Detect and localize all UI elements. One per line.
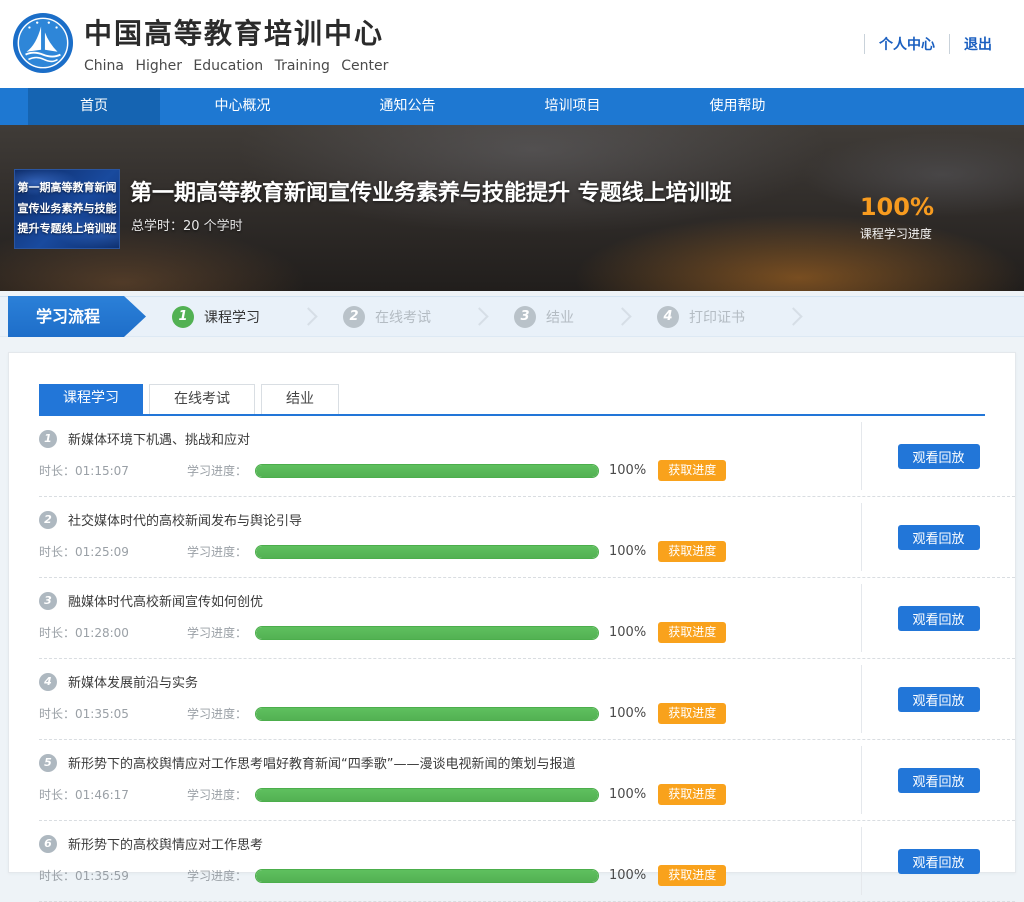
course-number-badge: 2 xyxy=(39,510,57,529)
get-progress-button[interactable]: 获取进度 xyxy=(658,541,727,562)
course-item-title: 新形势下的高校舆情应对工作思考 xyxy=(68,838,264,853)
step-number-badge: 3 xyxy=(514,305,536,328)
course-number-badge: 5 xyxy=(39,753,57,772)
course-tabs: 课程学习 在线考试 结业 xyxy=(39,384,985,416)
step-number-badge: 2 xyxy=(343,305,365,328)
overall-progress: 100% 课程学习进度 xyxy=(860,193,934,242)
course-item-title: 社交媒体时代的高校新闻发布与舆论引导 xyxy=(68,514,303,529)
course-list: 1 新媒体环境下机遇、挑战和应对 时长：01:15:07 学习进度： 100% … xyxy=(39,416,1015,902)
course-number-badge: 4 xyxy=(39,672,57,691)
site-title: 中国高等教育培训中心 xyxy=(84,17,385,50)
get-progress-button[interactable]: 获取进度 xyxy=(658,622,727,643)
total-hours: 总学时：20 个学时 xyxy=(131,219,243,234)
profile-link[interactable]: 个人中心 xyxy=(864,34,949,54)
overall-progress-label: 课程学习进度 xyxy=(859,227,932,241)
chevron-right-icon xyxy=(784,307,803,326)
course-number-badge: 6 xyxy=(39,834,57,853)
chevron-right-icon xyxy=(613,307,632,326)
flow-step-online-exam: 2 在线考试 xyxy=(343,305,431,328)
progress-bar xyxy=(255,706,600,721)
progress-percent: 100% xyxy=(609,787,647,802)
progress-bar xyxy=(255,868,600,883)
flow-step-course-study: 1 课程学习 xyxy=(172,305,260,328)
progress-bar xyxy=(255,544,600,559)
course-item-title: 新媒体环境下机遇、挑战和应对 xyxy=(68,433,251,448)
thumb-line-3: 提升专题线上培训班 xyxy=(17,222,117,236)
progress-label: 学习进度： xyxy=(187,626,248,640)
progress-label: 学习进度： xyxy=(187,788,248,802)
site-header: 中国高等教育培训中心 China Higher Education Traini… xyxy=(0,0,1024,88)
course-hero-banner: 第一期高等教育新闻 宣传业务素养与技能 提升专题线上培训班 第一期高等教育新闻宣… xyxy=(0,125,1024,291)
course-thumbnail: 第一期高等教育新闻 宣传业务素养与技能 提升专题线上培训班 xyxy=(14,169,120,249)
course-title: 第一期高等教育新闻宣传业务素养与技能提升 专题线上培训班 xyxy=(130,181,732,206)
step-number-badge: 4 xyxy=(657,305,679,328)
course-duration: 时长：01:15:07 xyxy=(39,464,129,478)
site-subtitle: China Higher Education Training Center xyxy=(84,58,389,74)
course-row: 1 新媒体环境下机遇、挑战和应对 时长：01:15:07 学习进度： 100% … xyxy=(39,416,1015,497)
learning-flow-title: 学习流程 xyxy=(8,296,146,337)
progress-label: 学习进度： xyxy=(187,545,248,559)
progress-label: 学习进度： xyxy=(187,464,248,478)
progress-label: 学习进度： xyxy=(187,707,248,721)
course-duration: 时长：01:35:59 xyxy=(39,869,129,883)
watch-replay-button[interactable]: 观看回放 xyxy=(897,848,980,874)
get-progress-button[interactable]: 获取进度 xyxy=(658,703,727,724)
course-duration: 时长：01:35:05 xyxy=(39,707,129,721)
progress-bar xyxy=(255,787,600,802)
thumb-line-1: 第一期高等教育新闻 xyxy=(17,181,117,195)
user-links: 个人中心 退出 xyxy=(864,34,1006,54)
progress-percent: 100% xyxy=(609,463,647,478)
progress-percent: 100% xyxy=(609,544,647,559)
nav-item-projects[interactable]: 培训项目 xyxy=(544,98,601,114)
course-item-title: 融媒体时代高校新闻宣传如何创优 xyxy=(68,595,264,610)
course-row: 2 社交媒体时代的高校新闻发布与舆论引导 时长：01:25:09 学习进度： 1… xyxy=(39,497,1015,578)
nav-item-home[interactable]: 首页 xyxy=(28,88,160,125)
learning-flow-bar: 学习流程 1 课程学习 2 在线考试 3 结业 4 打印证书 xyxy=(0,296,1024,337)
nav-item-overview[interactable]: 中心概况 xyxy=(214,98,271,114)
flow-step-print-certificate: 4 打印证书 xyxy=(657,305,745,328)
content-panel: 课程学习 在线考试 结业 1 新媒体环境下机遇、挑战和应对 时长：01:15:0… xyxy=(8,352,1016,902)
watch-replay-button[interactable]: 观看回放 xyxy=(897,767,980,793)
get-progress-button[interactable]: 获取进度 xyxy=(658,784,727,805)
progress-label: 学习进度： xyxy=(187,869,248,883)
site-logo-icon xyxy=(12,12,74,74)
thumb-line-2: 宣传业务素养与技能 xyxy=(17,201,117,215)
course-row: 6 新形势下的高校舆情应对工作思考 时长：01:35:59 学习进度： 100%… xyxy=(39,821,1015,902)
course-row: 5 新形势下的高校舆情应对工作思考唱好教育新闻“四季歌”——漫谈电视新闻的策划与… xyxy=(39,740,1015,821)
progress-percent: 100% xyxy=(609,706,647,721)
flow-step-graduation: 3 结业 xyxy=(514,305,574,328)
step-number-badge: 1 xyxy=(172,305,194,328)
get-progress-button[interactable]: 获取进度 xyxy=(658,865,727,886)
get-progress-button[interactable]: 获取进度 xyxy=(658,460,727,481)
watch-replay-button[interactable]: 观看回放 xyxy=(897,686,980,712)
watch-replay-button[interactable]: 观看回放 xyxy=(897,605,980,631)
chevron-right-icon xyxy=(470,307,489,326)
tab-course-study[interactable]: 课程学习 xyxy=(39,384,143,414)
progress-bar xyxy=(255,625,600,640)
tab-graduation[interactable]: 结业 xyxy=(261,384,339,414)
overall-progress-value: 100% xyxy=(859,193,934,221)
tab-online-exam[interactable]: 在线考试 xyxy=(149,384,255,414)
nav-item-help[interactable]: 使用帮助 xyxy=(709,98,766,114)
course-row: 3 融媒体时代高校新闻宣传如何创优 时长：01:28:00 学习进度： 100%… xyxy=(39,578,1015,659)
chevron-right-icon xyxy=(299,307,318,326)
course-number-badge: 3 xyxy=(39,591,57,610)
logout-link[interactable]: 退出 xyxy=(949,34,1006,54)
course-item-title: 新媒体发展前沿与实务 xyxy=(68,676,199,691)
course-number-badge: 1 xyxy=(39,429,57,448)
nav-item-notices[interactable]: 通知公告 xyxy=(379,98,436,114)
progress-percent: 100% xyxy=(609,625,647,640)
course-row: 4 新媒体发展前沿与实务 时长：01:35:05 学习进度： 100% 获取进度… xyxy=(39,659,1015,740)
watch-replay-button[interactable]: 观看回放 xyxy=(897,524,980,550)
progress-bar xyxy=(255,463,600,478)
main-nav: 首页 中心概况 通知公告 培训项目 使用帮助 xyxy=(0,88,1024,125)
watch-replay-button[interactable]: 观看回放 xyxy=(897,443,980,469)
course-duration: 时长：01:28:00 xyxy=(39,626,129,640)
course-duration: 时长：01:25:09 xyxy=(39,545,129,559)
course-duration: 时长：01:46:17 xyxy=(39,788,129,802)
progress-percent: 100% xyxy=(609,868,647,883)
course-item-title: 新形势下的高校舆情应对工作思考唱好教育新闻“四季歌”——漫谈电视新闻的策划与报道 xyxy=(68,757,576,772)
